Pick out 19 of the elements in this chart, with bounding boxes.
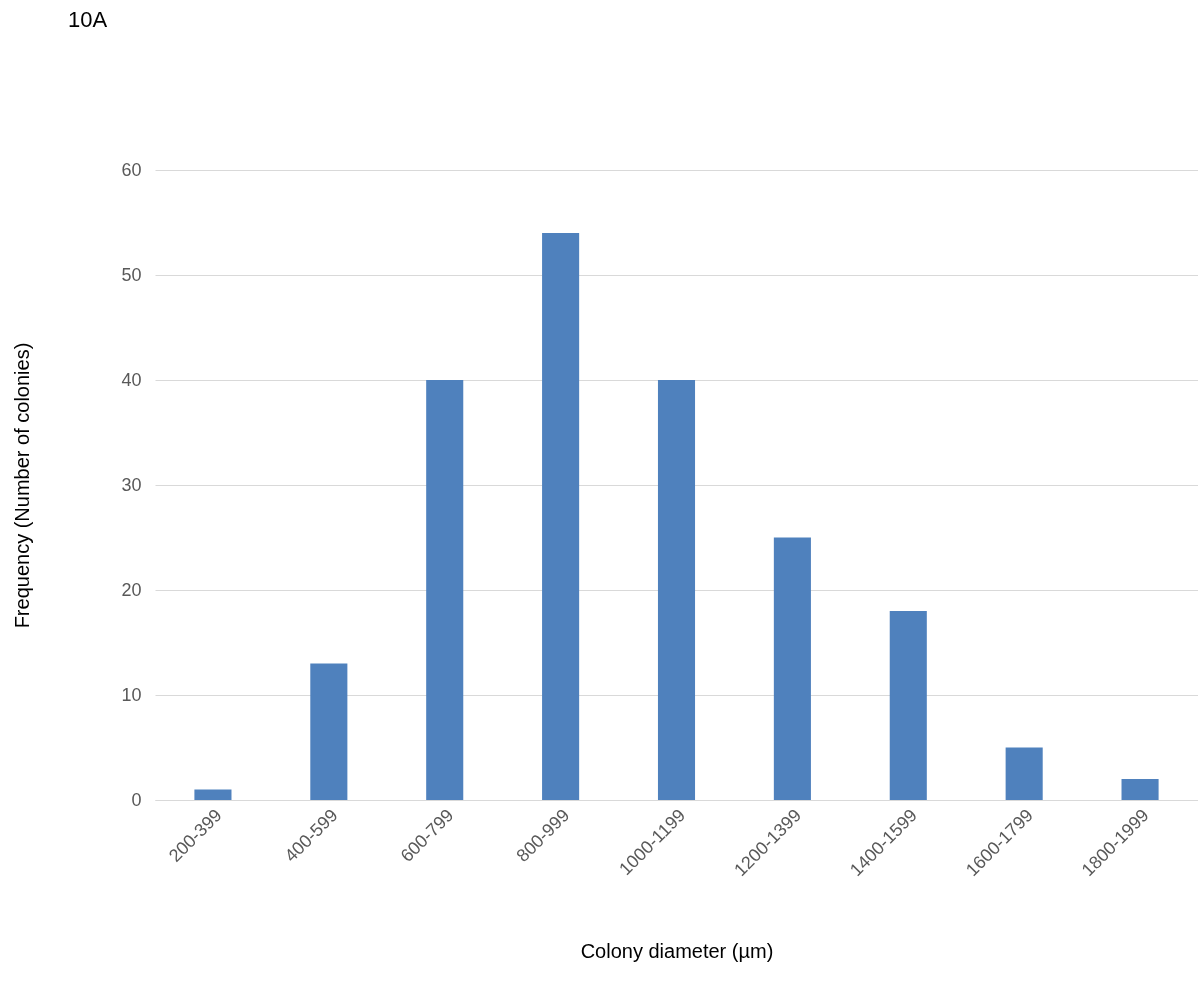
y-tick-label: 30: [121, 474, 142, 495]
y-tick-label: 40: [121, 369, 142, 390]
bar: [1121, 779, 1159, 800]
bar: [426, 380, 464, 800]
y-tick-label: 10: [121, 684, 142, 705]
bar: [1005, 747, 1043, 800]
bar: [657, 380, 696, 800]
bar: [542, 233, 580, 800]
bar: [194, 789, 232, 800]
bar: [889, 611, 927, 800]
bar: [310, 663, 348, 800]
y-tick-label: 0: [131, 789, 142, 810]
y-tick-label: 20: [121, 579, 142, 600]
y-tick-label: 60: [121, 159, 142, 180]
chart-title: 10A: [68, 7, 108, 32]
x-axis-title: Colony diameter (µm): [580, 940, 774, 963]
y-axis-title: Frequency (Number of colonies): [11, 342, 34, 629]
y-tick-label: 50: [121, 264, 142, 285]
bar: [773, 537, 811, 800]
